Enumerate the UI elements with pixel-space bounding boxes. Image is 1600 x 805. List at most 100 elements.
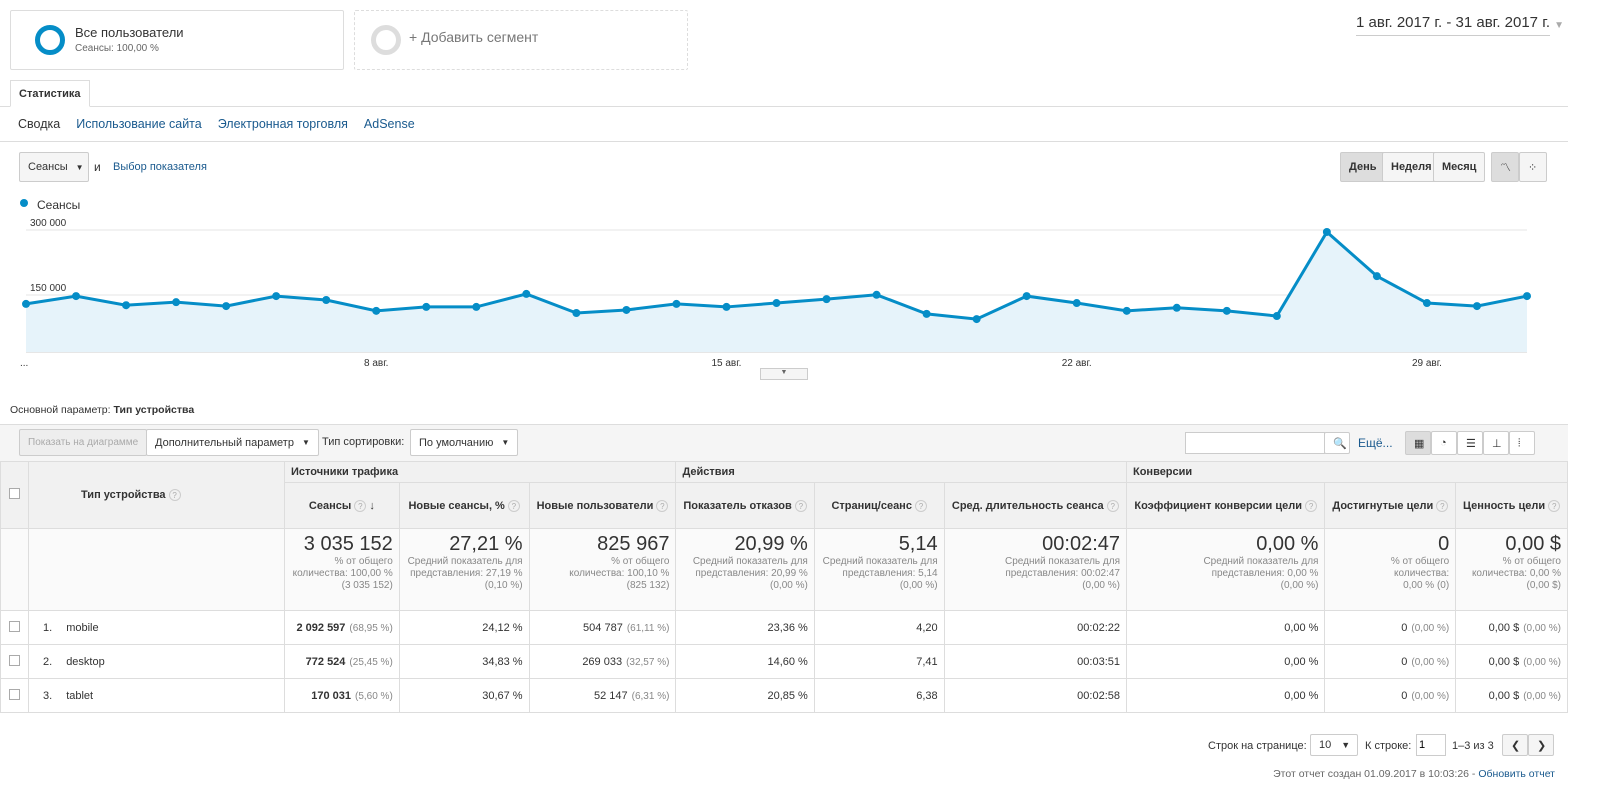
data-point [822, 295, 831, 304]
period-month-button[interactable]: Месяц [1433, 152, 1486, 182]
device-link[interactable]: mobile [66, 621, 99, 634]
prev-page-icon[interactable]: ❮ [1502, 734, 1528, 756]
rows-per-page-label: Строк на странице: [1208, 740, 1307, 752]
data-point [1122, 306, 1131, 315]
data-point [172, 298, 181, 307]
data-point [572, 309, 581, 317]
help-icon[interactable]: ? [354, 499, 367, 512]
data-point [472, 302, 481, 311]
total-cell: 0,00 $% от общего количества: 0,00 % (0,00… [1455, 528, 1568, 611]
column-header[interactable]: Коэффициент конверсии цели ? [1125, 482, 1326, 529]
row-checkbox[interactable] [9, 688, 20, 700]
row-checkbox[interactable] [9, 620, 20, 632]
chevron-down-icon[interactable]: ▼ [1554, 20, 1564, 31]
subtab-adsense[interactable]: AdSense [363, 117, 415, 131]
column-header[interactable]: Новые пользователи ? [528, 482, 677, 529]
data-point [1272, 312, 1281, 321]
column-header[interactable]: Показатель отказов ? [675, 482, 815, 529]
help-icon[interactable]: ? [168, 489, 181, 501]
goto-row-input[interactable] [1416, 734, 1446, 756]
performance-view-icon[interactable]: ☰ [1457, 431, 1483, 455]
device-link[interactable]: desktop [66, 655, 105, 668]
data-point [722, 302, 731, 311]
help-icon[interactable]: ? [1548, 499, 1561, 512]
dimension-header[interactable]: Тип устройства [81, 489, 166, 501]
group-behavior: Действия [675, 461, 1127, 483]
column-header[interactable]: Сред. длительность сеанса ? [943, 482, 1128, 529]
rows-per-page-select[interactable]: 10 ▼ [1310, 734, 1358, 756]
device-link[interactable]: tablet [66, 689, 94, 702]
help-icon[interactable]: ? [507, 499, 520, 512]
y-tick-label: 150 000 [30, 283, 67, 294]
x-tick-label: ... [20, 358, 28, 369]
help-icon[interactable]: ? [915, 499, 928, 512]
date-range-picker[interactable]: 1 авг. 2017 г. - 31 авг. 2017 г. [1356, 14, 1550, 36]
data-point [272, 292, 281, 301]
column-header[interactable]: Новые сеансы, % ? [398, 482, 530, 529]
table-search-input[interactable] [1185, 432, 1325, 454]
segment-ring-icon [35, 25, 65, 55]
select-all-checkbox[interactable] [9, 488, 20, 499]
subtab-site-usage[interactable]: Использование сайта [76, 117, 202, 131]
column-header[interactable]: Достигнутые цели ? [1324, 482, 1457, 529]
sort-select[interactable]: По умолчанию ▼ [410, 429, 519, 456]
help-icon[interactable]: ? [1106, 499, 1119, 512]
segment-empty-icon [371, 25, 401, 55]
data-point [1172, 303, 1181, 312]
segment-subtitle: Сеансы: 100,00 % [75, 43, 159, 54]
pivot-view-icon[interactable]: ⦙ [1509, 431, 1535, 455]
total-cell: 00:02:47 Средний показатель для представле… [943, 528, 1128, 611]
more-link[interactable]: Ещё... [1358, 436, 1393, 450]
add-segment-button[interactable]: + Добавить сегмент [354, 10, 688, 70]
motion-chart-icon[interactable]: ⁘ [1519, 152, 1547, 182]
refresh-report-link[interactable]: Обновить отчет [1478, 768, 1555, 780]
data-point [772, 299, 781, 308]
table-row: 2. desktop 772 524 (25,45 %) 34,83 % 269 0… [0, 644, 1568, 679]
column-header[interactable]: Страниц/сеанс ? [813, 482, 945, 529]
data-point [622, 305, 631, 314]
group-traffic-sources: Источники трафика [283, 461, 677, 483]
help-icon[interactable]: ? [656, 499, 669, 512]
next-page-icon[interactable]: ❯ [1528, 734, 1554, 756]
x-tick-label: 29 авг. [1412, 358, 1442, 369]
period-day-button[interactable]: День [1340, 152, 1386, 182]
legend-label: Сеансы [37, 198, 81, 212]
help-icon[interactable]: ? [794, 499, 807, 512]
data-point [1523, 292, 1531, 301]
row-checkbox[interactable] [9, 654, 20, 666]
search-icon[interactable]: 🔍 [1324, 432, 1350, 454]
y-tick-label: 300 000 [30, 218, 67, 229]
column-header[interactable]: Ценность цели ? [1455, 482, 1568, 529]
choose-metric-link[interactable]: Выбор показателя [113, 161, 207, 173]
sessions-chart: 150 000 300 000... 8 авг. 15 авг. 22 авг. 29 … [20, 218, 1531, 369]
total-cell: 0% от общего количества: 0,00 % (0) [1324, 528, 1457, 611]
data-point [922, 309, 931, 318]
data-point [372, 306, 381, 315]
period-week-button[interactable]: Неделя [1382, 152, 1441, 182]
pagination-range: 1–3 из 3 [1452, 740, 1494, 752]
tab-statistics[interactable]: Статистика [10, 80, 90, 107]
data-point [422, 302, 431, 311]
segment-all-users[interactable]: Все пользователи Сеансы: 100,00 % [10, 10, 344, 70]
plot-rows-button[interactable]: Показать на диаграмме [19, 429, 148, 456]
subtab-summary[interactable]: Сводка [18, 117, 61, 131]
report-table: Тип устройства ? Источники трафика Дейст… [0, 461, 1568, 713]
comparison-view-icon[interactable]: ⊥ [1483, 431, 1509, 455]
data-point [72, 292, 81, 301]
primary-dim-label: Основной параметр: [10, 404, 111, 416]
metric-select[interactable]: Сеансы ▼ [19, 152, 89, 182]
secondary-dimension-select[interactable]: Дополнительный параметр ▼ [146, 429, 319, 456]
help-icon[interactable]: ? [1305, 499, 1318, 512]
primary-dim-value[interactable]: Тип устройства [113, 404, 195, 416]
data-point [122, 301, 131, 310]
total-cell: 825 967% от общего количества: 100,10 % (8… [528, 528, 677, 611]
x-tick-label: 22 авг. [1062, 358, 1092, 369]
subtab-ecommerce[interactable]: Электронная торговля [217, 117, 348, 131]
column-header[interactable]: Сеансы ? ↓ [284, 482, 400, 529]
pie-view-icon[interactable]: ◔ [1431, 431, 1457, 455]
chart-resize-handle[interactable]: ▼ [760, 368, 808, 380]
help-icon[interactable]: ? [1436, 499, 1449, 512]
table-view-icon[interactable]: ▦ [1405, 431, 1431, 455]
sort-arrow-icon: ↓ [369, 499, 375, 512]
line-chart-icon[interactable]: 〽 [1491, 152, 1519, 182]
